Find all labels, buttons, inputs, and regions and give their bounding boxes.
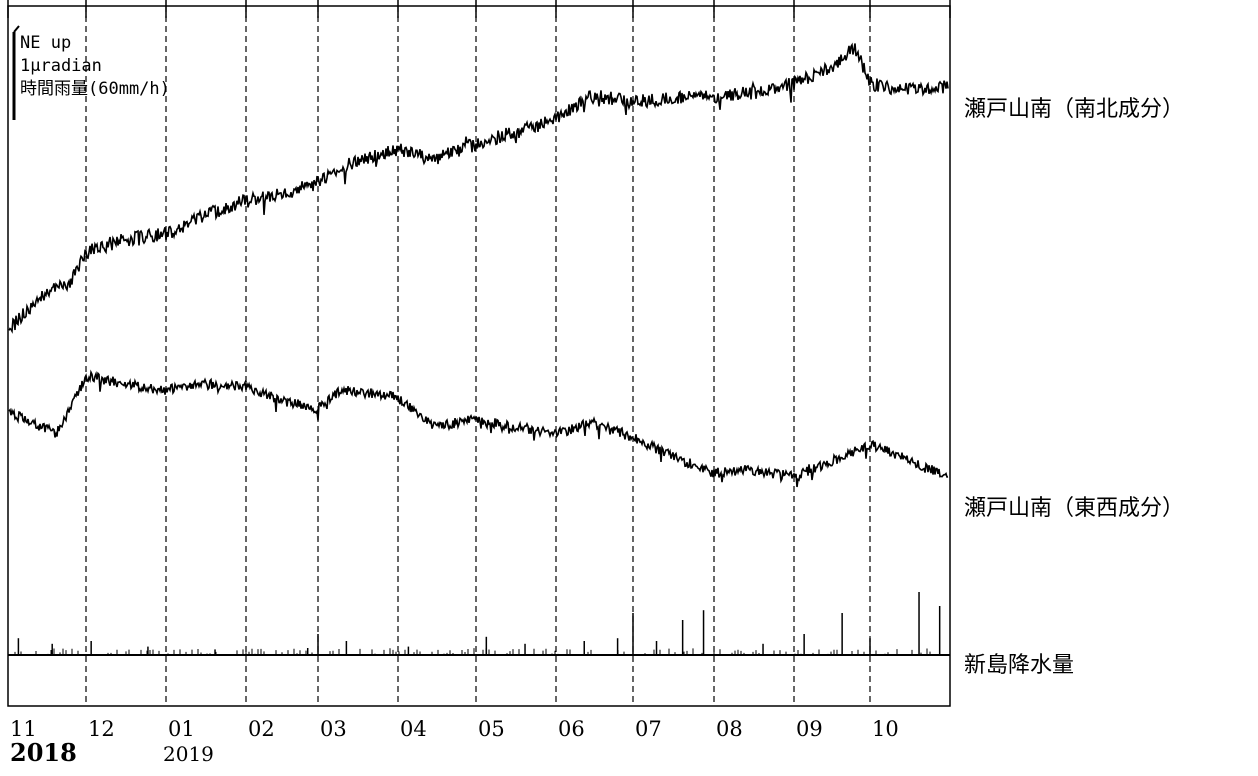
month-label-11: 11 (10, 717, 37, 741)
series-label-ew: 瀬戸山南（東西成分） (964, 496, 1185, 521)
month-label-02: 02 (248, 717, 275, 741)
month-label-06: 06 (558, 717, 585, 741)
month-label-08: 08 (716, 717, 743, 741)
month-label-04: 04 (400, 717, 427, 741)
month-label-03: 03 (320, 717, 347, 741)
month-label-01: 01 (168, 717, 195, 741)
legend-rain-scale: 時間雨量(60mm/h) (20, 79, 170, 99)
month-label-07: 07 (635, 717, 662, 741)
year-label-start: 2018 (10, 738, 77, 767)
month-gridlines (85, 6, 871, 706)
series-label-ns: 瀬戸山南（南北成分） (964, 97, 1185, 122)
series-label-rain: 新島降水量 (964, 653, 1075, 678)
series-layer (8, 42, 949, 655)
month-ticks (7, 0, 951, 18)
legend: NE up 1μradian 時間雨量(60mm/h) (20, 32, 280, 101)
month-label-05: 05 (478, 717, 505, 741)
scale-bar (12, 25, 20, 120)
month-label-09: 09 (796, 717, 823, 741)
series-ns-line (8, 42, 949, 334)
plot-frame (7, 5, 951, 707)
legend-direction: NE up (20, 33, 72, 53)
month-label-12: 12 (88, 717, 115, 741)
series-ew-line (8, 369, 949, 488)
legend-tilt-scale: 1μradian (20, 56, 102, 76)
year-label-second: 2019 (163, 742, 214, 766)
month-label-10: 10 (872, 717, 899, 741)
